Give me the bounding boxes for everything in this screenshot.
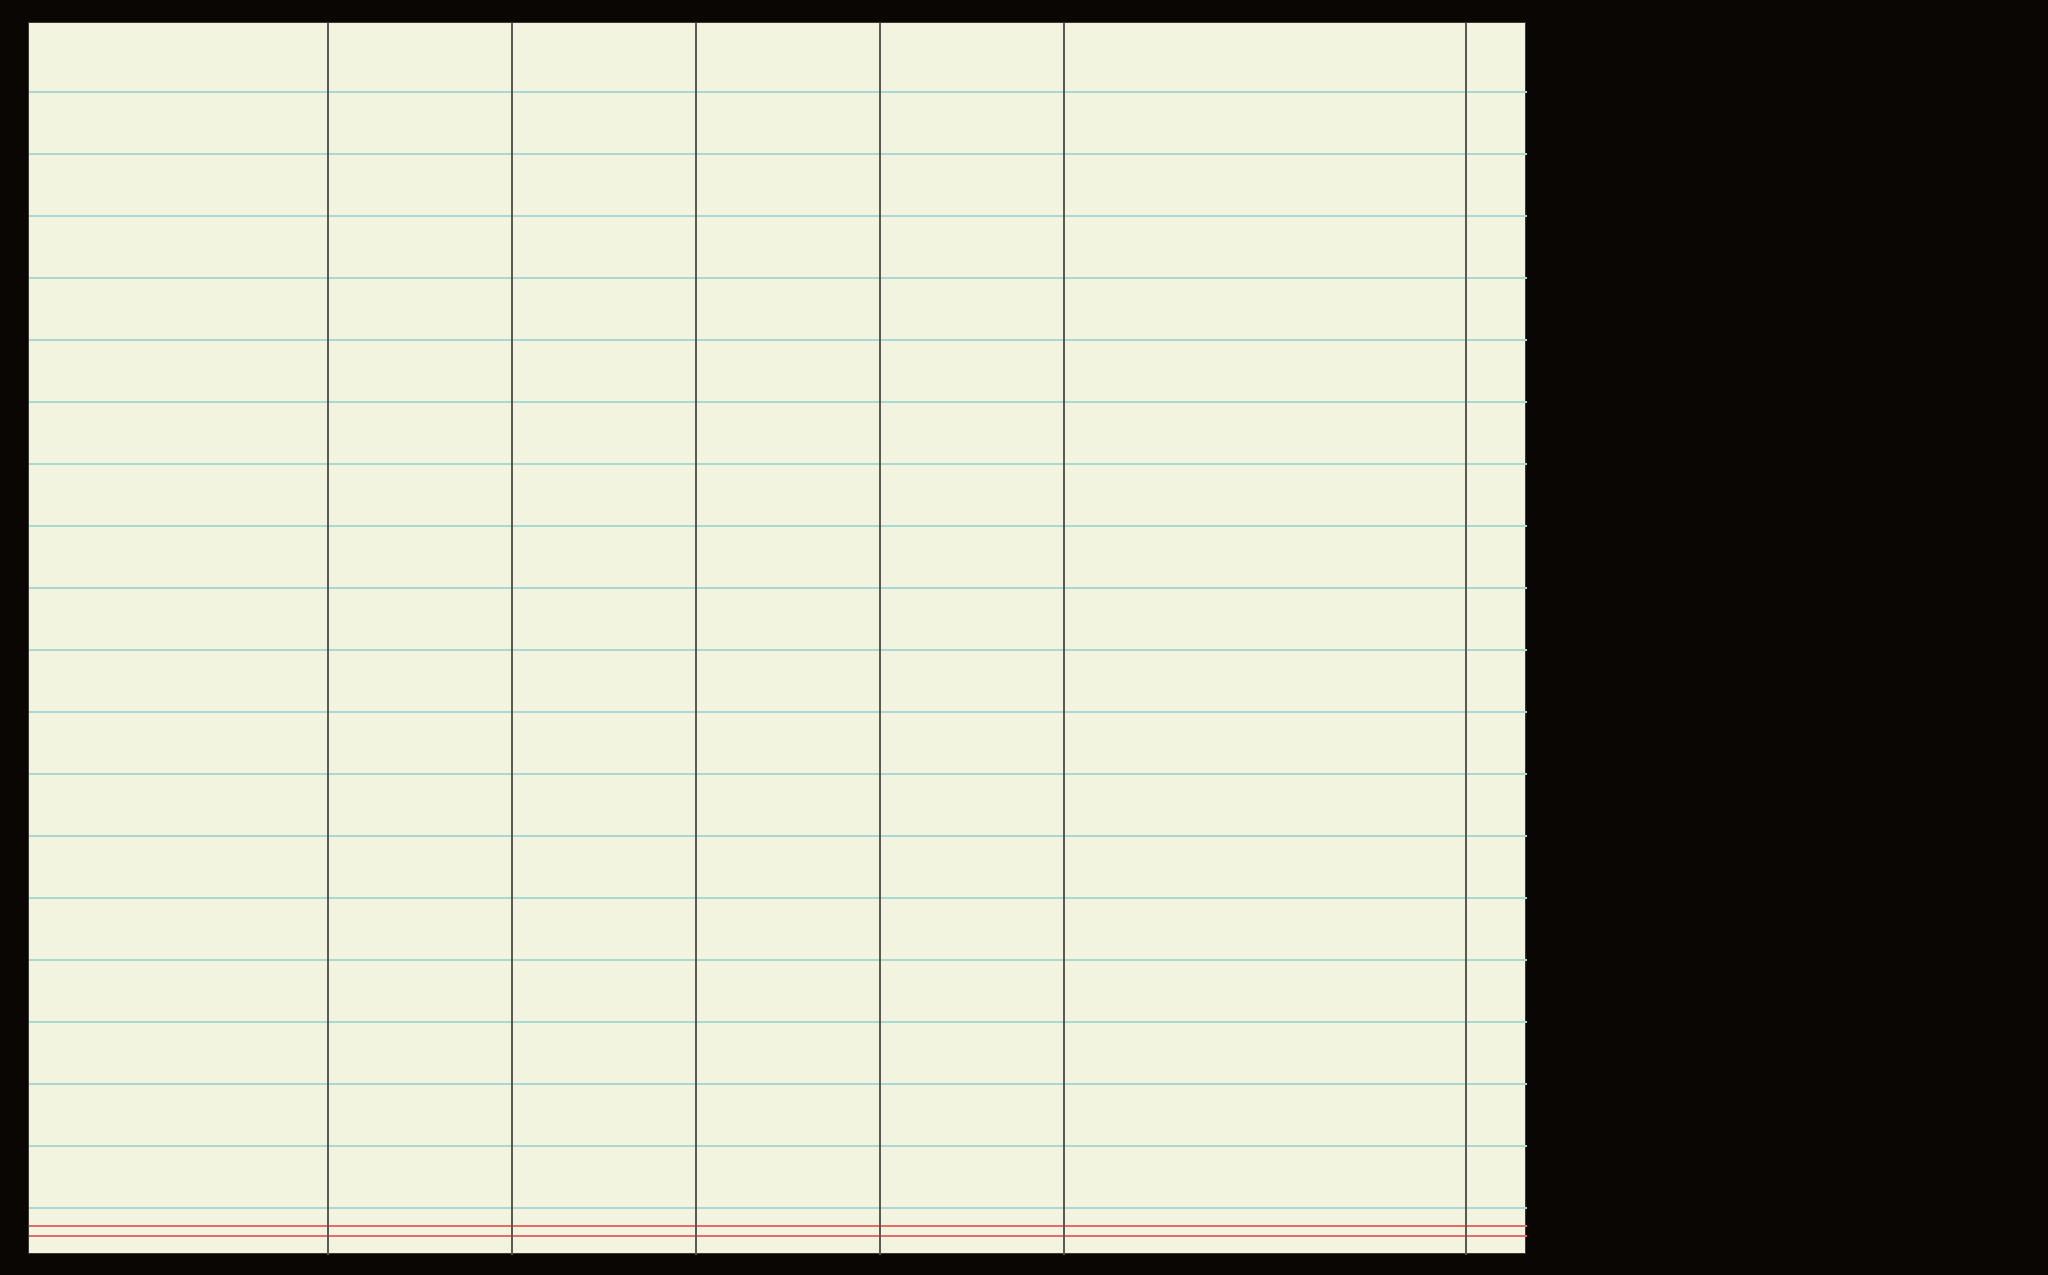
- ruled-line-horizontal: [29, 959, 1527, 961]
- footer-rule-line: [29, 1235, 1527, 1237]
- ruled-line-horizontal: [29, 153, 1527, 155]
- ruled-line-horizontal: [29, 401, 1527, 403]
- ruled-line-horizontal: [29, 587, 1527, 589]
- ruled-line-horizontal: [29, 711, 1527, 713]
- column-divider: [511, 23, 513, 1255]
- ruled-line-horizontal: [29, 525, 1527, 527]
- ruled-line-horizontal: [29, 835, 1527, 837]
- ruled-line-horizontal: [29, 463, 1527, 465]
- ruled-line-horizontal: [29, 649, 1527, 651]
- ledger-card: [28, 22, 1526, 1254]
- ruled-line-horizontal: [29, 1145, 1527, 1147]
- ruled-line-horizontal: [29, 277, 1527, 279]
- column-divider: [1063, 23, 1065, 1255]
- footer-rule-line: [29, 1225, 1527, 1227]
- ruled-line-horizontal: [29, 1021, 1527, 1023]
- column-divider: [1465, 23, 1467, 1255]
- ruled-line-horizontal: [29, 773, 1527, 775]
- ruled-line-horizontal: [29, 91, 1527, 93]
- ruled-line-horizontal: [29, 1207, 1527, 1209]
- ruled-line-horizontal: [29, 339, 1527, 341]
- column-divider: [327, 23, 329, 1255]
- ruled-line-horizontal: [29, 1083, 1527, 1085]
- column-divider: [695, 23, 697, 1255]
- ruled-line-horizontal: [29, 215, 1527, 217]
- column-divider: [879, 23, 881, 1255]
- ruled-line-horizontal: [29, 897, 1527, 899]
